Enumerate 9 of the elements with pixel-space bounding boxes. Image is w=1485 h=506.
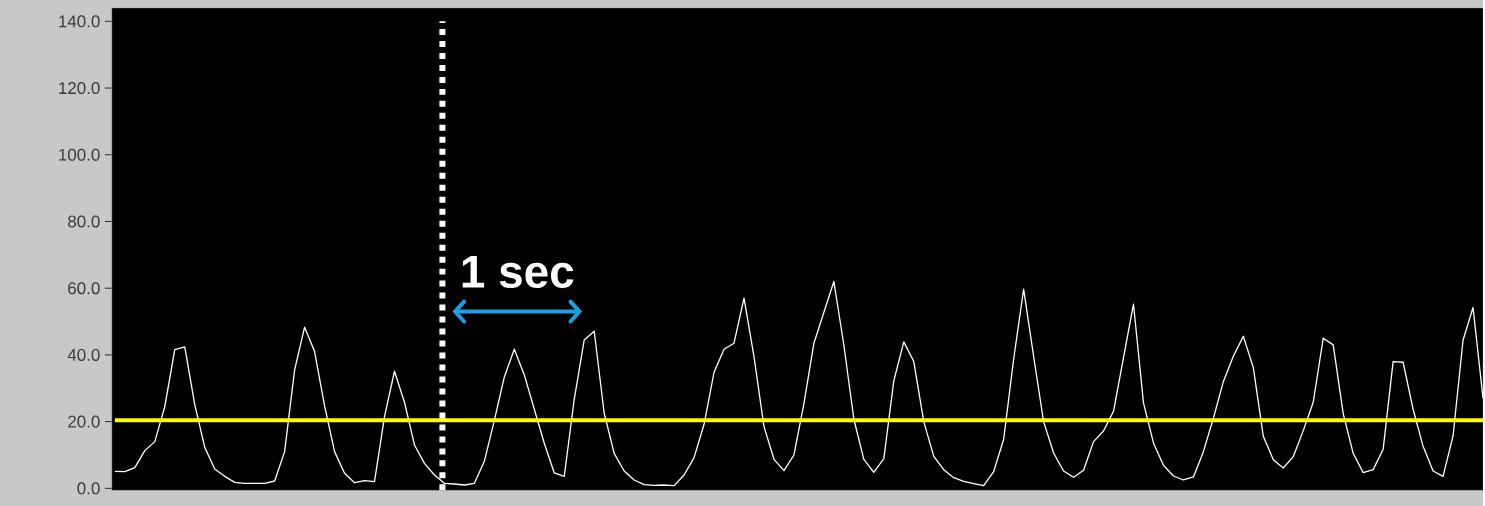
y-tick-label: 140.0 [59,15,100,28]
y-tick-label: 20.0 [68,415,100,428]
y-tick-label: 40.0 [67,348,100,361]
annotation: 1 sec [462,255,574,288]
y-tick-label: 100.0 [59,148,100,161]
y-tick-label: 0.0 [77,482,100,495]
y-tick-label: 60.0 [68,282,100,295]
y-tick-label: 120.0 [59,81,100,94]
y-tick-label: 80.0 [68,215,100,228]
